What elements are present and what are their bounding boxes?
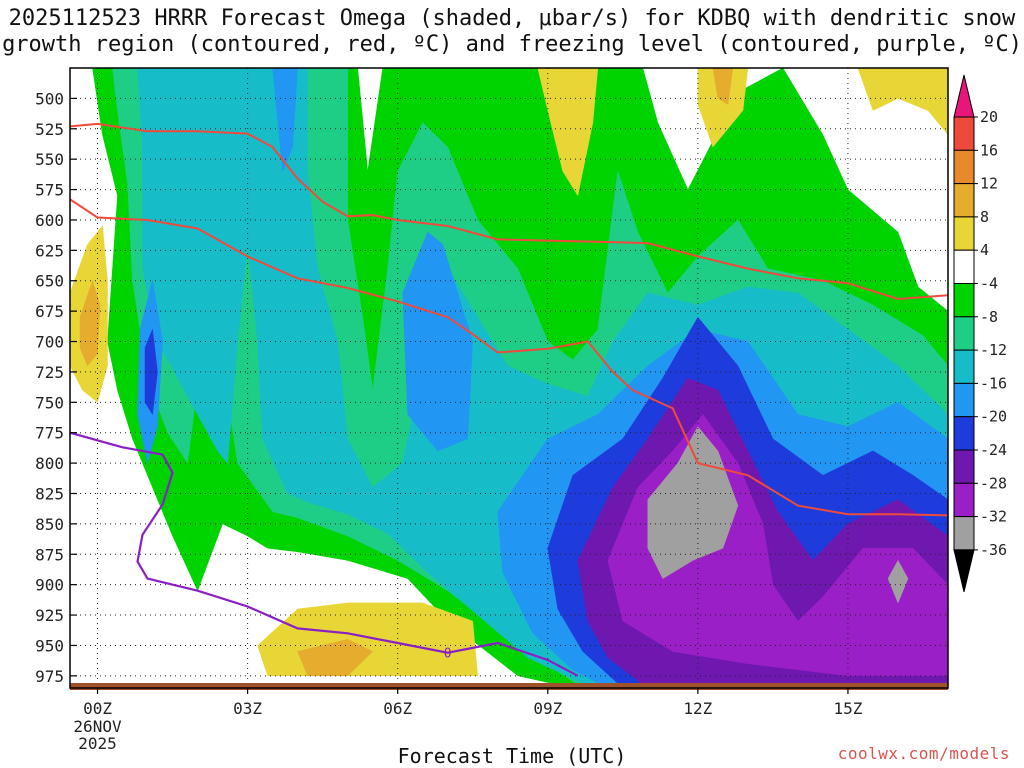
y-tick-label: 825 xyxy=(35,484,64,503)
x-tick-label: 06Z xyxy=(383,699,412,718)
omega-band-p8-low xyxy=(297,639,373,677)
y-tick-label: 575 xyxy=(35,181,64,200)
colorbar-swatch xyxy=(953,482,975,518)
x-axis-label: Forecast Time (UTC) xyxy=(397,744,627,768)
omega-band-m20-mid xyxy=(402,231,473,452)
x-tick-label: 12Z xyxy=(683,699,712,718)
y-tick-label: 750 xyxy=(35,393,64,412)
omega-band-p4-top3 xyxy=(857,68,948,136)
colorbar-tick-label: 4 xyxy=(980,241,989,259)
x-tick-label: 15Z xyxy=(833,699,862,718)
omega-band-m24-left xyxy=(144,329,158,415)
y-tick-label: 650 xyxy=(35,272,64,291)
colorbar-tick-label: 16 xyxy=(980,141,998,159)
x-tick-label: 09Z xyxy=(533,699,562,718)
dgz-contour-line xyxy=(70,198,948,517)
y-tick-label: 925 xyxy=(35,606,64,625)
y-tick-label: 700 xyxy=(35,333,64,352)
y-tick-label: 525 xyxy=(35,120,64,139)
colorbar-swatch xyxy=(953,449,975,484)
colorbar-swatch xyxy=(953,116,975,151)
omega-shading xyxy=(70,68,948,688)
y-tick-label: 950 xyxy=(35,636,64,655)
y-tick-label: 600 xyxy=(35,211,64,230)
grid xyxy=(70,68,948,688)
omega-band-m36-main xyxy=(647,426,739,579)
colorbar-swatch xyxy=(953,216,975,251)
x-date-label: 26NOV xyxy=(73,717,122,736)
colorbar-tick-label: -12 xyxy=(980,341,1007,359)
colorbar-tick-label: -32 xyxy=(980,508,1007,526)
y-tick-label: 875 xyxy=(35,545,64,564)
chart-title-line1: 2025112523 HRRR Forecast Omega (shaded, … xyxy=(8,6,1016,31)
colorbar-tick-label: 20 xyxy=(980,108,998,126)
dgz-contour-line xyxy=(70,122,948,301)
colorbar-tick-label: -20 xyxy=(980,408,1007,426)
terrain-surface xyxy=(70,683,948,690)
colorbar-swatch xyxy=(953,283,975,318)
freezing-level-label: 0 xyxy=(444,647,452,662)
colorbar-swatch xyxy=(953,382,975,418)
credit-text: coolwx.com/models xyxy=(837,744,1010,763)
freezing-level-contour xyxy=(70,431,579,677)
y-tick-label: 725 xyxy=(35,363,64,382)
colorbar-swatch xyxy=(953,183,975,218)
y-tick-label: 500 xyxy=(35,89,64,108)
colorbar-tick-label: -8 xyxy=(980,308,998,326)
y-tick-label: 625 xyxy=(35,241,64,260)
colorbar-max-arrow xyxy=(953,74,975,118)
y-tick-label: 900 xyxy=(35,576,64,595)
colorbar-swatch xyxy=(953,516,975,551)
colorbar-swatch xyxy=(953,416,975,451)
y-tick-label: 675 xyxy=(35,302,64,321)
omega-band-p4-top1 xyxy=(537,68,599,196)
y-tick-label: 775 xyxy=(35,424,64,443)
contours: 0 xyxy=(70,122,948,677)
colorbar-tick-label: -16 xyxy=(980,374,1007,392)
y-tick-label: 550 xyxy=(35,150,64,169)
y-axis-ticks: 500 525 550 575 600 625 650 675 700 725 750 775 800 8… xyxy=(35,89,77,686)
colorbar-tick-label: -36 xyxy=(980,541,1007,559)
chart-title-line2: growth region (contoured, red, ºC) and f… xyxy=(2,32,1022,57)
colorbar-tick-label: -28 xyxy=(980,474,1007,492)
omega-band-m36-small xyxy=(887,560,909,604)
colorbar-tick-label: 12 xyxy=(980,175,998,193)
colorbar-min-arrow xyxy=(953,549,975,593)
plot-frame xyxy=(69,67,949,689)
omega-band-p8-top xyxy=(712,68,734,105)
y-tick-label: 800 xyxy=(35,454,64,473)
y-tick-label: 975 xyxy=(35,667,64,686)
omega-band-m20-upper xyxy=(272,68,298,172)
x-tick-label: 00Z xyxy=(83,699,112,718)
colorbar-swatch xyxy=(953,349,975,384)
colorbar-tick-label: -4 xyxy=(980,275,998,293)
colorbar-tick-label: 8 xyxy=(980,208,989,226)
colorbar: 20 16 12 8 4 -4 -8 -12 -16 -20 -24 -28 -32 -36 xyxy=(953,74,1007,593)
y-tick-label: 850 xyxy=(35,515,64,534)
x-date-label: 2025 xyxy=(78,734,117,753)
colorbar-tick-label: -24 xyxy=(980,441,1007,459)
colorbar-swatch xyxy=(953,249,975,284)
colorbar-swatch xyxy=(953,149,975,185)
colorbar-swatch xyxy=(953,316,975,351)
x-tick-label: 03Z xyxy=(233,699,262,718)
chart-title: 2025112523 HRRR Forecast Omega (shaded, … xyxy=(0,6,1024,58)
